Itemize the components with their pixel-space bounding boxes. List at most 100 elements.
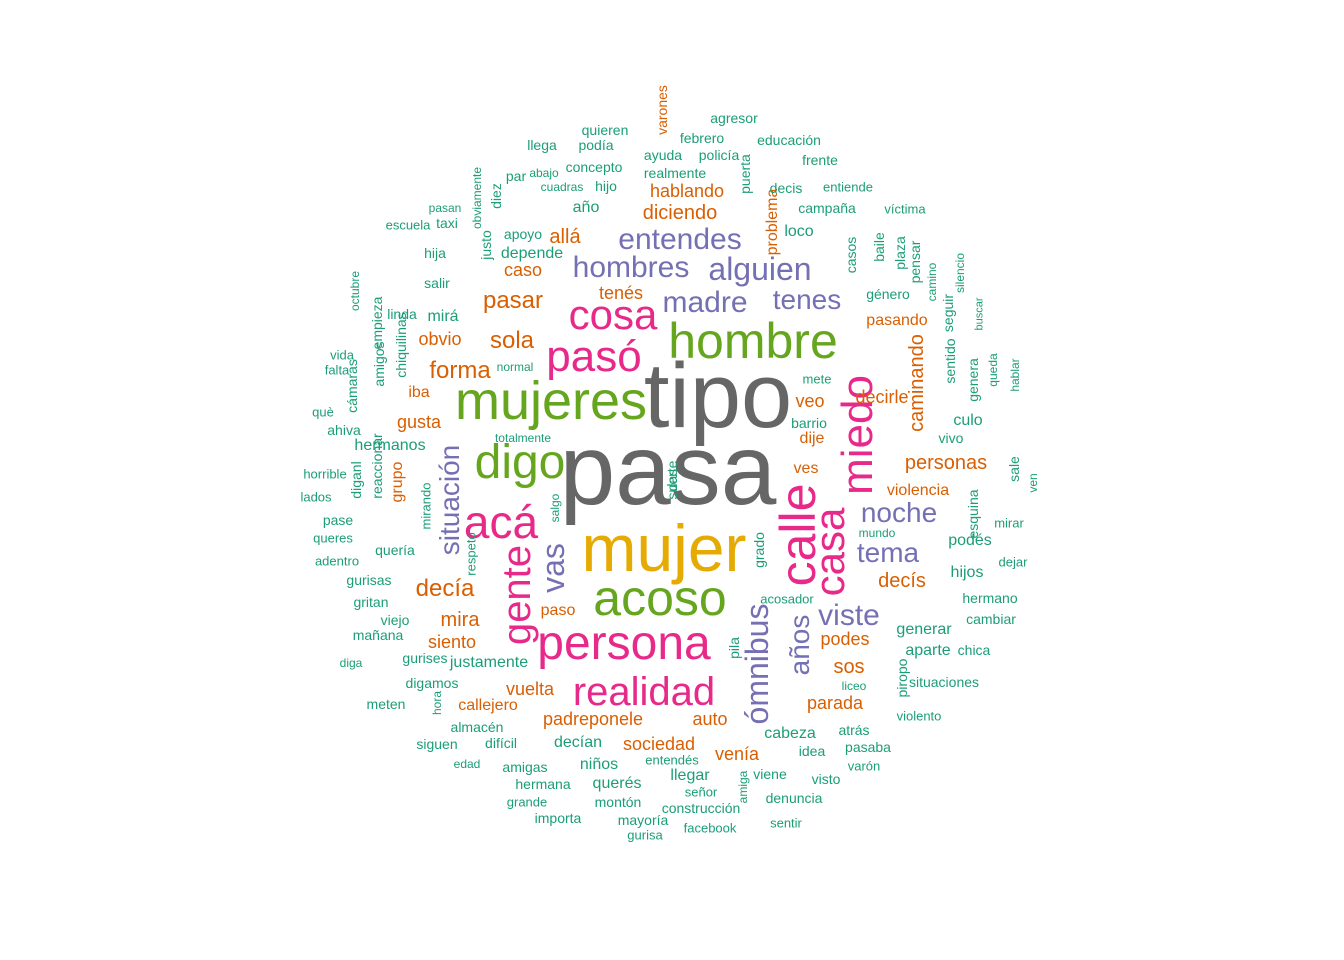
cloud-word: mañana xyxy=(352,627,404,643)
cloud-word: seguir xyxy=(940,293,956,333)
cloud-word: decía xyxy=(415,575,475,602)
cloud-word: gurisas xyxy=(346,572,392,588)
cloud-word: viste xyxy=(818,599,880,632)
cloud-word: noche xyxy=(860,497,938,528)
cloud-word: digo xyxy=(474,436,566,489)
cloud-word: veo xyxy=(795,391,825,411)
cloud-word: mira xyxy=(440,609,480,631)
cloud-word: querés xyxy=(592,775,642,792)
cloud-word: hablando xyxy=(649,181,725,201)
cloud-word: plaza xyxy=(892,236,908,270)
cloud-word: què xyxy=(312,404,334,420)
cloud-word: cambiar xyxy=(966,611,1016,627)
cloud-word: construcción xyxy=(661,800,741,816)
cloud-word: piropo xyxy=(894,658,910,698)
cloud-word: parada xyxy=(806,693,864,713)
cloud-word: sociedad xyxy=(622,734,696,754)
cloud-word: violento xyxy=(896,708,942,724)
cloud-word: adentro xyxy=(314,553,360,569)
cloud-word: frente xyxy=(802,152,838,168)
cloud-word: buscar xyxy=(973,297,986,331)
cloud-word: octubre xyxy=(348,270,362,312)
cloud-word: quería xyxy=(375,542,415,558)
cloud-word: padreponele xyxy=(542,709,644,729)
cloud-word: falta xyxy=(324,362,350,378)
cloud-word: personas xyxy=(904,452,988,474)
cloud-word: escuela xyxy=(385,217,431,233)
cloud-word: obviamente xyxy=(470,166,484,230)
cloud-word: abajo xyxy=(529,166,559,180)
cloud-word: justo xyxy=(478,230,494,260)
cloud-word: culo xyxy=(953,412,983,429)
cloud-word: depende xyxy=(500,245,564,262)
cloud-word: podía xyxy=(578,137,614,153)
cloud-word: hija xyxy=(424,245,446,261)
cloud-word: decis xyxy=(769,180,803,196)
cloud-word: sos xyxy=(833,656,865,678)
cloud-word: concepto xyxy=(565,159,623,175)
cloud-word: linda xyxy=(387,306,417,322)
cloud-word: viene xyxy=(753,766,787,782)
cloud-word: hijos xyxy=(950,564,984,581)
cloud-word: hablar xyxy=(1008,358,1022,392)
cloud-word: diciendo xyxy=(642,202,718,224)
cloud-word: entiende xyxy=(823,179,873,195)
cloud-word: ves xyxy=(793,460,819,477)
cloud-word: acá xyxy=(463,496,539,548)
cloud-word: mete xyxy=(802,371,832,387)
cloud-word: niños xyxy=(579,756,619,773)
cloud-word: lados xyxy=(300,489,332,505)
cloud-word: pila xyxy=(726,637,742,659)
cloud-word: sentido xyxy=(942,338,958,384)
cloud-word: acosador xyxy=(760,591,814,607)
cloud-word: grupo xyxy=(389,461,406,503)
cloud-word: totalmente xyxy=(494,431,552,445)
cloud-word: hermana xyxy=(515,776,571,792)
cloud-word: tenes xyxy=(772,284,842,315)
cloud-word: viejo xyxy=(380,612,410,628)
cloud-word: varones xyxy=(654,85,670,135)
cloud-word: tema xyxy=(856,537,920,568)
cloud-word: diga xyxy=(339,656,363,670)
cloud-word: reaccionar xyxy=(369,433,385,499)
cloud-word: dije xyxy=(799,430,825,447)
cloud-word: par xyxy=(505,168,527,184)
cloud-word: liceo xyxy=(841,679,867,693)
cloud-word: digamos xyxy=(405,675,459,691)
cloud-word: diganl xyxy=(348,461,364,499)
cloud-word: violencia xyxy=(886,482,950,499)
cloud-word: taxi xyxy=(436,215,458,231)
cloud-word: grande xyxy=(506,794,548,810)
cloud-word: casos xyxy=(843,236,859,274)
cloud-word: callejero xyxy=(458,697,518,714)
cloud-word: persona xyxy=(537,617,711,670)
cloud-word: podés xyxy=(948,532,992,549)
cloud-word: ven xyxy=(1026,473,1040,493)
cloud-word: febrero xyxy=(679,130,725,146)
cloud-word: vivo xyxy=(938,430,964,446)
cloud-word: caminando xyxy=(906,334,928,432)
cloud-word: llegar xyxy=(670,767,710,784)
cloud-word: importa xyxy=(534,810,582,826)
cloud-word: siguen xyxy=(416,736,458,752)
cloud-word: cuadras xyxy=(540,180,584,194)
cloud-word: mundo xyxy=(858,526,896,540)
cloud-word: amigos xyxy=(371,341,387,387)
cloud-word: mirar xyxy=(994,515,1024,531)
cloud-word: hora xyxy=(430,690,444,716)
cloud-word: mujer xyxy=(581,511,747,585)
cloud-word: idea xyxy=(798,743,826,759)
cloud-word: genera xyxy=(965,358,981,402)
cloud-word: ómnibus xyxy=(739,603,775,725)
cloud-word: educación xyxy=(757,132,821,148)
cloud-word: gente xyxy=(495,544,539,646)
cloud-word: horrible xyxy=(303,466,347,482)
cloud-word: auto xyxy=(692,709,728,729)
cloud-word: edad xyxy=(453,757,481,771)
cloud-word: pasar xyxy=(482,287,544,314)
cloud-word: hermanos xyxy=(354,437,426,454)
cloud-word: pasaba xyxy=(845,739,891,755)
cloud-word: apoyo xyxy=(503,226,543,242)
cloud-word: queres xyxy=(313,530,353,546)
